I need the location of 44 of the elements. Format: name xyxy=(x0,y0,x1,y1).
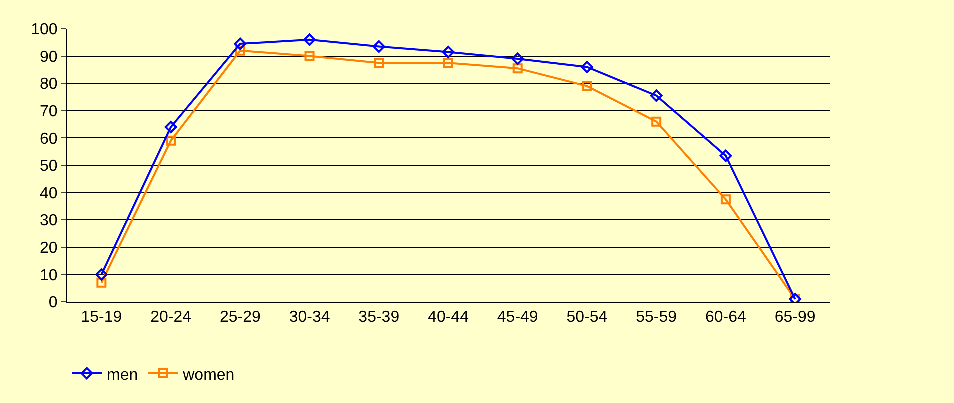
y-tick-label: 70 xyxy=(40,104,58,120)
y-tick-label: 100 xyxy=(31,22,58,39)
point xyxy=(372,40,386,53)
point xyxy=(444,58,454,68)
x-tick-label: 15-19 xyxy=(81,309,122,326)
x-tick-label: 30-34 xyxy=(289,309,330,326)
point xyxy=(720,150,732,162)
point xyxy=(652,116,662,127)
y-tick-label: 80 xyxy=(40,76,58,94)
x-tick-label: 55-59 xyxy=(636,309,678,326)
y-tick-label: 90 xyxy=(40,48,58,66)
point xyxy=(512,52,524,66)
point xyxy=(96,278,107,288)
point xyxy=(234,38,247,50)
x-tick-label: 45-49 xyxy=(497,309,538,326)
point xyxy=(304,51,315,62)
point xyxy=(650,90,663,102)
y-tick-label: 40 xyxy=(40,185,58,202)
point xyxy=(512,64,523,74)
legend-label: men xyxy=(107,366,138,384)
x-tick-label: 35-39 xyxy=(358,309,400,326)
x-tick-label: 20-24 xyxy=(150,309,192,326)
y-tick-label: 0 xyxy=(48,294,58,312)
point xyxy=(235,46,246,56)
y-tick-label: 20 xyxy=(40,240,58,257)
point xyxy=(442,46,455,58)
point xyxy=(164,121,178,134)
y-tick-label: 50 xyxy=(40,158,58,176)
y-tick-label: 30 xyxy=(40,212,58,230)
x-tick-label: 65-99 xyxy=(774,309,816,326)
y-tick-label: 10 xyxy=(40,267,58,284)
x-tick-label: 50-54 xyxy=(566,309,608,326)
point xyxy=(374,58,384,68)
point xyxy=(95,268,108,281)
x-tick-label: 25-29 xyxy=(220,309,261,326)
y-tick-label: 60 xyxy=(40,130,58,148)
x-tick-label: 40-44 xyxy=(428,309,470,326)
x-tick-label: 60-64 xyxy=(705,309,747,326)
point xyxy=(582,81,592,92)
legend-label: women xyxy=(182,366,235,384)
point xyxy=(166,136,176,146)
point xyxy=(304,34,316,46)
point xyxy=(581,61,594,74)
point xyxy=(720,194,731,205)
